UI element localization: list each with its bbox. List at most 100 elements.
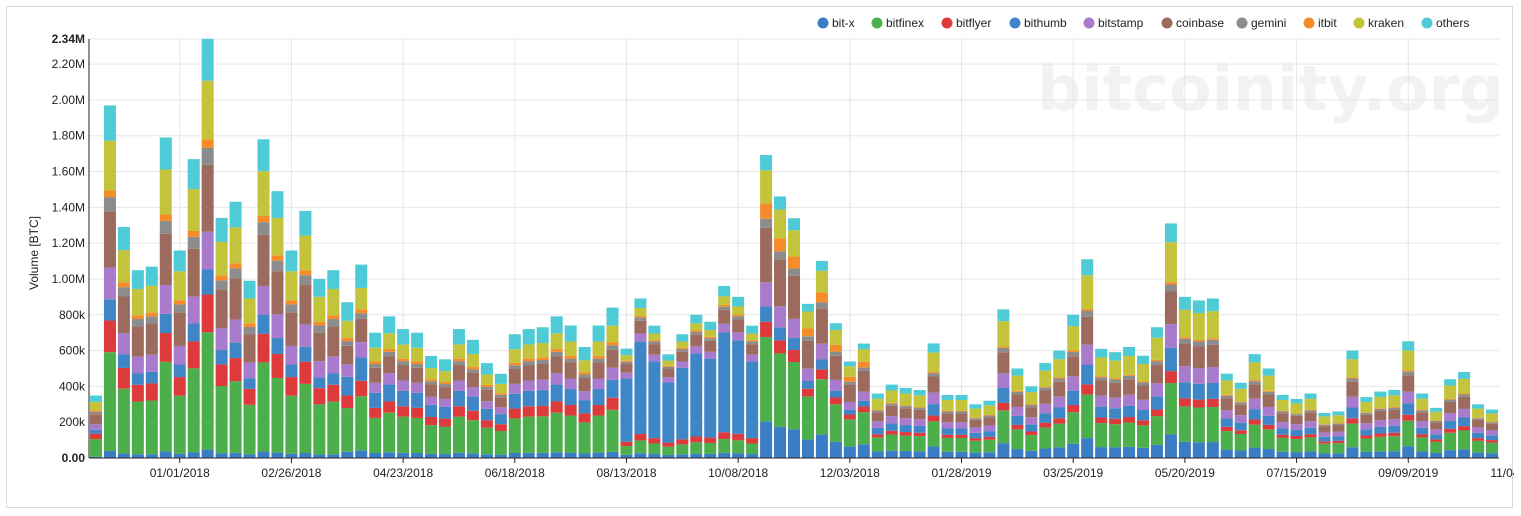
bar-segment-gemini <box>955 411 968 414</box>
bar-segment-bit-x <box>1458 449 1471 458</box>
bar-segment-itbit <box>159 214 172 221</box>
bar-segment-bitflyer <box>1053 418 1066 424</box>
bar-segment-bitfinex <box>229 381 242 453</box>
bar-segment-kraken <box>704 329 717 337</box>
legend-item-bithumb[interactable]: bithumb <box>1009 16 1068 30</box>
bar-segment-others <box>857 343 870 350</box>
bar-segment-bitflyer <box>1374 433 1387 437</box>
bar-segment-itbit <box>201 139 214 148</box>
bar-segment-bitstamp <box>1123 394 1136 406</box>
legend-item-bit-x[interactable]: bit-x <box>817 16 855 30</box>
bar-segment-gemini <box>1123 375 1136 380</box>
bar-segment-bitstamp <box>1318 432 1331 437</box>
bar-segment-gemini <box>1444 399 1457 402</box>
bar-segment-itbit <box>1234 401 1247 403</box>
bar-segment-bitstamp <box>508 383 521 394</box>
bar-segment-bit-x <box>1248 447 1261 458</box>
bar-segment-bitflyer <box>941 434 954 438</box>
bar-segment-bitstamp <box>843 401 856 410</box>
legend-item-bitstamp[interactable]: bitstamp <box>1083 16 1144 30</box>
bar-segment-bitflyer <box>1137 420 1150 426</box>
bar-segment-bit-x <box>117 453 130 458</box>
bar-segment-bitstamp <box>438 398 451 407</box>
bar-segment-bitflyer <box>466 410 479 421</box>
legend-item-others[interactable]: others <box>1421 16 1470 30</box>
bar-segment-bitfinex <box>1137 425 1150 448</box>
bar-segment-gemini <box>1039 387 1052 391</box>
bar-segment-bitfinex <box>648 443 661 455</box>
bar-segment-itbit <box>494 393 507 395</box>
bar-segment-gemini <box>1374 408 1387 411</box>
bar-segment-others <box>257 139 270 172</box>
legend-item-bitfinex[interactable]: bitfinex <box>871 16 925 30</box>
bar-segment-bitstamp <box>187 296 200 324</box>
bar-segment-bitstamp <box>1346 396 1359 408</box>
legend-swatch <box>1083 17 1095 29</box>
bar-segment-bithumb <box>788 338 801 351</box>
bar-segment-kraken <box>815 270 828 293</box>
y-tick-label: 2.34M <box>52 32 85 46</box>
bar-segment-bitstamp <box>215 328 228 351</box>
bar-segment-others <box>550 316 563 334</box>
bar-segment-bitfinex <box>774 353 787 427</box>
bar-segment-bitstamp <box>1374 420 1387 427</box>
bar-segment-bitflyer <box>1248 419 1261 425</box>
bar-segment-coinbase <box>383 356 396 374</box>
bar-segment-bit-x <box>1374 451 1387 458</box>
bar-segment-bithumb <box>452 390 465 407</box>
legend-item-kraken[interactable]: kraken <box>1353 16 1405 30</box>
bar-segment-bitstamp <box>466 387 479 397</box>
bar-segment-bit-x <box>1109 447 1122 458</box>
bar-segment-bithumb <box>606 379 619 398</box>
bar-segment-bitstamp <box>1039 403 1052 414</box>
x-tick-label: 04/23/2018 <box>373 466 433 480</box>
bar-segment-bit-x <box>718 452 731 458</box>
bar-segment-coinbase <box>369 367 382 383</box>
bar-segment-bithumb <box>1346 407 1359 419</box>
bar-segment-bithumb <box>843 409 856 415</box>
bar-segment-itbit <box>355 309 368 314</box>
bar-segment-itbit <box>145 312 158 317</box>
bar-segment-bithumb <box>550 384 563 402</box>
bar-segment-coinbase <box>117 296 130 334</box>
bar-segment-others <box>732 296 745 307</box>
bar-segment-kraken <box>829 329 842 345</box>
bar-segment-gemini <box>1276 411 1289 414</box>
bar-segment-others <box>1332 411 1345 416</box>
bar-segment-itbit <box>927 372 940 374</box>
bar-segment-bitfinex <box>815 379 828 435</box>
bar-segment-itbit <box>383 348 396 352</box>
bar-segment-itbit <box>215 275 228 281</box>
bar-segment-bit-x <box>159 451 172 458</box>
bar-segment-itbit <box>452 358 465 362</box>
bar-segment-bitstamp <box>913 419 926 426</box>
legend-item-coinbase[interactable]: coinbase <box>1161 16 1225 30</box>
bar-segment-bithumb <box>801 381 814 389</box>
bar-segment-itbit <box>1206 338 1219 340</box>
bar-segment-bithumb <box>718 332 731 433</box>
legend-item-gemini[interactable]: gemini <box>1236 16 1287 30</box>
bar-segment-gemini <box>1486 422 1499 424</box>
bar-segment-gemini <box>732 316 745 320</box>
bar-segment-gemini <box>257 222 270 235</box>
bar-segment-bithumb <box>1095 406 1108 418</box>
legend-item-itbit[interactable]: itbit <box>1303 16 1338 30</box>
bar-segment-coinbase <box>411 367 424 383</box>
bar-segment-gemini <box>843 381 856 385</box>
bar-segment-bit-x <box>927 446 940 458</box>
bar-segment-gemini <box>913 407 926 410</box>
legend-item-bitflyer[interactable]: bitflyer <box>941 16 992 30</box>
bar-segment-bit-x <box>327 454 340 458</box>
bar-segment-itbit <box>969 417 982 419</box>
bar-segment-coinbase <box>1276 413 1289 423</box>
bar-segment-bitstamp <box>536 379 549 391</box>
bar-segment-bit-x <box>1039 448 1052 458</box>
bar-segment-bitfinex <box>1039 427 1052 449</box>
bar-segment-others <box>1248 354 1261 363</box>
bar-segment-bit-x <box>397 452 410 458</box>
bar-segment-bit-x <box>522 452 535 458</box>
bar-segment-bitstamp <box>899 418 912 426</box>
bar-segment-bit-x <box>1123 446 1136 458</box>
bar-segment-bitfinex <box>662 446 675 455</box>
bar-segment-bithumb <box>1444 420 1457 429</box>
